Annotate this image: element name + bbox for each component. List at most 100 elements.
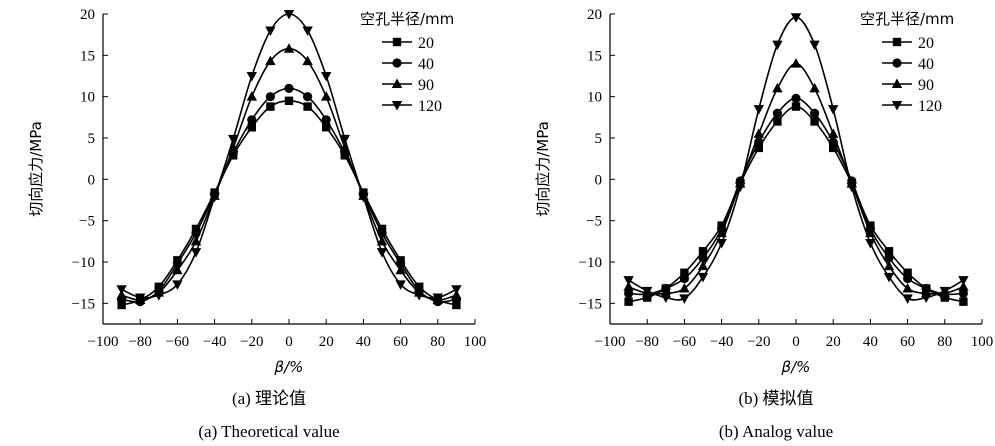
data-point [754, 143, 763, 153]
data-point [302, 55, 313, 66]
data-point [791, 93, 801, 103]
legend-marker [892, 37, 902, 47]
data-point [283, 10, 295, 20]
x-tick-label: 40 [356, 334, 371, 350]
data-point [679, 273, 690, 284]
y-tick-label: 15 [587, 48, 602, 64]
data-point [959, 297, 968, 306]
data-point [903, 273, 913, 284]
data-point [902, 282, 913, 293]
legend-marker [891, 78, 903, 88]
data-point [958, 276, 969, 286]
legend-label: 20 [418, 35, 434, 52]
data-point [735, 182, 746, 193]
y-tick-label: 20 [587, 7, 602, 23]
data-point [452, 300, 461, 310]
legend: 空孔半径/mm 20 40 90 120 [360, 10, 454, 115]
caption-en: (a) Theoretical value [198, 422, 339, 441]
data-point [395, 264, 406, 275]
data-point [266, 102, 275, 111]
legend-label: 20 [918, 35, 934, 52]
legend-label: 90 [418, 77, 434, 94]
data-point [135, 293, 146, 304]
legend-marker [891, 101, 903, 111]
data-point [265, 26, 276, 37]
series-line-20 [628, 105, 964, 303]
x-tick-label: −100 [595, 334, 626, 350]
data-point [828, 105, 839, 115]
y-tick-label: 20 [80, 7, 95, 23]
x-tick-label: −80 [128, 334, 151, 350]
data-point [190, 235, 202, 246]
data-point [790, 58, 802, 68]
series-40 [624, 93, 969, 299]
data-point [190, 248, 202, 258]
x-tick-label: −40 [710, 334, 733, 350]
y-axis-title: 切向应力/MPa [27, 121, 45, 217]
data-point [902, 294, 913, 304]
y-tick-label: 0 [595, 172, 603, 188]
x-axis-title: β/% [274, 358, 304, 376]
legend-title: 空孔半径/mm [860, 10, 954, 28]
y-tick-label: 15 [80, 48, 95, 64]
chart-panel-b: −15 −10 −5 0 5 10 15 20 −100 −80 −60 −40 −20 0 20 40 60 8… [534, 7, 993, 441]
data-point [698, 247, 708, 256]
data-point [265, 92, 275, 102]
data-point [921, 293, 932, 304]
x-tick-label: −80 [635, 334, 658, 350]
data-point [809, 82, 820, 93]
data-point [697, 260, 709, 271]
data-point [716, 238, 727, 249]
data-point [321, 91, 332, 101]
data-point [623, 281, 634, 291]
legend-label: 40 [918, 56, 934, 73]
data-point [884, 247, 894, 256]
data-point [810, 108, 820, 118]
data-point [284, 83, 294, 93]
data-point [772, 40, 783, 51]
data-point [624, 288, 634, 299]
legend-marker [392, 37, 402, 47]
data-point [414, 291, 425, 301]
legend-marker [392, 58, 402, 68]
x-tick-label: 80 [430, 334, 445, 350]
y-tick-label: 10 [587, 90, 602, 106]
x-tick-label: 20 [826, 334, 841, 350]
data-point [883, 272, 895, 283]
y-tick-label: −10 [579, 255, 602, 271]
series-20 [624, 102, 968, 306]
data-point [679, 294, 690, 304]
legend-label: 40 [418, 56, 434, 73]
x-tick-label: −100 [88, 334, 119, 350]
x-tick-label: −40 [203, 334, 226, 350]
data-point [680, 268, 689, 277]
data-point [753, 105, 764, 115]
data-point [302, 26, 313, 37]
data-point [303, 92, 313, 102]
data-point [828, 128, 839, 138]
series-120 [116, 10, 462, 304]
data-point [153, 291, 164, 301]
data-point [883, 260, 895, 271]
data-point [884, 253, 894, 263]
x-tick-label: 60 [393, 334, 408, 350]
data-point [623, 276, 634, 286]
y-tick-label: −15 [72, 296, 95, 312]
series-line-40 [628, 97, 964, 296]
x-tick-label: 0 [285, 334, 293, 350]
data-point [376, 248, 388, 258]
chart-panel-a: −15 −10 −5 0 5 10 15 20 −100 −80 −60 −40 −20 0 20 40 60 8… [27, 7, 486, 441]
data-point [395, 280, 406, 290]
data-point [358, 192, 369, 203]
series-line-20 [121, 99, 457, 306]
data-point [865, 238, 876, 249]
data-point [624, 297, 633, 306]
legend-label: 120 [418, 98, 442, 115]
y-tick-label: 10 [80, 90, 95, 106]
data-point [772, 82, 783, 93]
data-point [322, 123, 331, 132]
data-point [809, 40, 820, 51]
legend-marker [892, 58, 902, 68]
data-point [321, 72, 332, 82]
